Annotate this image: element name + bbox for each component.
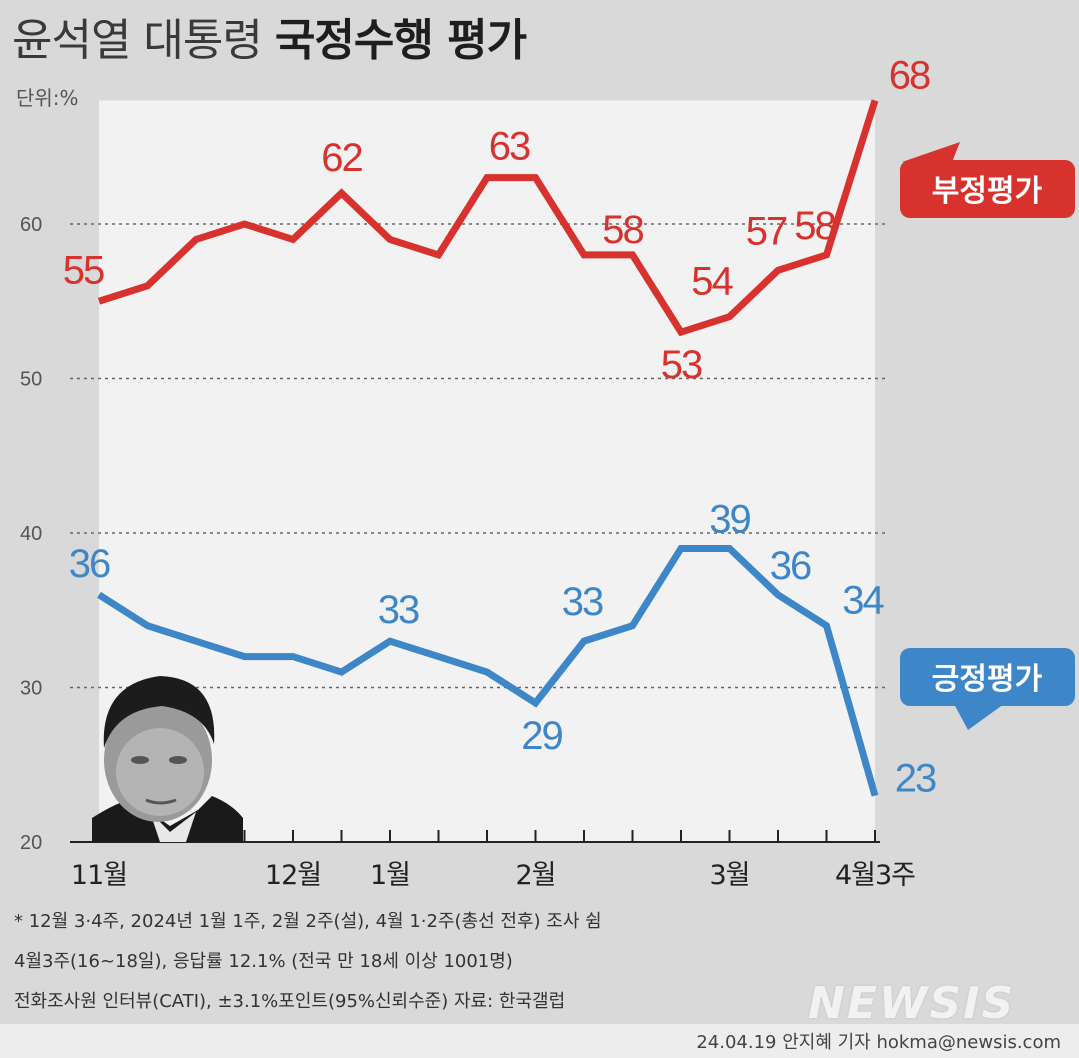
x-tick-label: 2월: [515, 860, 555, 891]
plot-area: [99, 100, 875, 842]
data-label: 55: [63, 248, 104, 292]
person-portrait-icon: [92, 676, 243, 842]
legend-box-negative: [900, 160, 1075, 218]
unit-label: 단위:%: [16, 86, 79, 110]
x-tick-label: 11월: [71, 860, 127, 891]
x-tick-label: 12월: [265, 860, 321, 891]
data-label: 63: [489, 125, 530, 169]
line-chart: 20 30 40 50 60 11월 12월 1월 2월 3월 4월3주 55 62 63 58 53 54…: [20, 53, 1075, 891]
data-label: 23: [895, 757, 936, 801]
data-label: 68: [889, 53, 930, 97]
legend-label-negative: 부정평가: [932, 174, 1043, 209]
footnote-line: 전화조사원 인터뷰(CATI), ±3.1%포인트(95%신뢰수준) 자료: 한…: [14, 991, 566, 1012]
data-label: 53: [661, 343, 702, 387]
footnote-line: 4월3주(16~18일), 응답률 12.1% (전국 만 18세 이상 100…: [14, 951, 513, 972]
x-tick-label: 4월3주: [835, 860, 915, 891]
legend-label-positive: 긍정평가: [932, 662, 1043, 697]
data-label: 58: [602, 208, 643, 252]
newsis-watermark: NEWSIS: [808, 978, 1016, 1029]
data-label: 58: [794, 204, 835, 248]
data-label: 36: [69, 542, 110, 586]
y-tick-label: 40: [20, 523, 42, 545]
title-bold: 국정수행 평가: [274, 15, 527, 66]
footnotes: * 12월 3·4주, 2024년 1월 1주, 2월 2주(설), 4월 1·…: [14, 902, 602, 1022]
footer-bar: [0, 1024, 1079, 1058]
y-tick-label: 20: [20, 832, 42, 854]
data-label: 54: [691, 260, 733, 304]
footnote-line: * 12월 3·4주, 2024년 1월 1주, 2월 2주(설), 4월 1·…: [14, 911, 602, 932]
y-tick-label: 50: [20, 369, 42, 391]
data-label: 34: [842, 579, 884, 623]
y-axis-ticks: 20 30 40 50 60: [20, 214, 42, 854]
legend-pointer: [954, 704, 1004, 730]
x-tick-label: 3월: [709, 860, 749, 891]
x-tick-label: 1월: [370, 860, 410, 891]
grid-lines: [70, 223, 886, 689]
page-title: 윤석열 대통령 국정수행 평가: [12, 4, 527, 68]
credit-line: 24.04.19 안지혜 기자 hokma@newsis.com: [696, 1032, 1061, 1053]
y-tick-label: 60: [20, 214, 42, 236]
title-light: 윤석열 대통령: [12, 15, 263, 66]
legend-pointer: [902, 142, 960, 162]
data-label: 36: [770, 544, 811, 588]
legend-box-positive: [900, 648, 1075, 706]
data-label: 29: [521, 714, 562, 758]
data-label: 39: [709, 497, 750, 541]
y-tick-label: 30: [20, 678, 42, 700]
data-label: 33: [378, 588, 419, 632]
data-label: 33: [562, 580, 603, 624]
data-label: 57: [746, 209, 787, 253]
data-label: 62: [321, 136, 362, 180]
